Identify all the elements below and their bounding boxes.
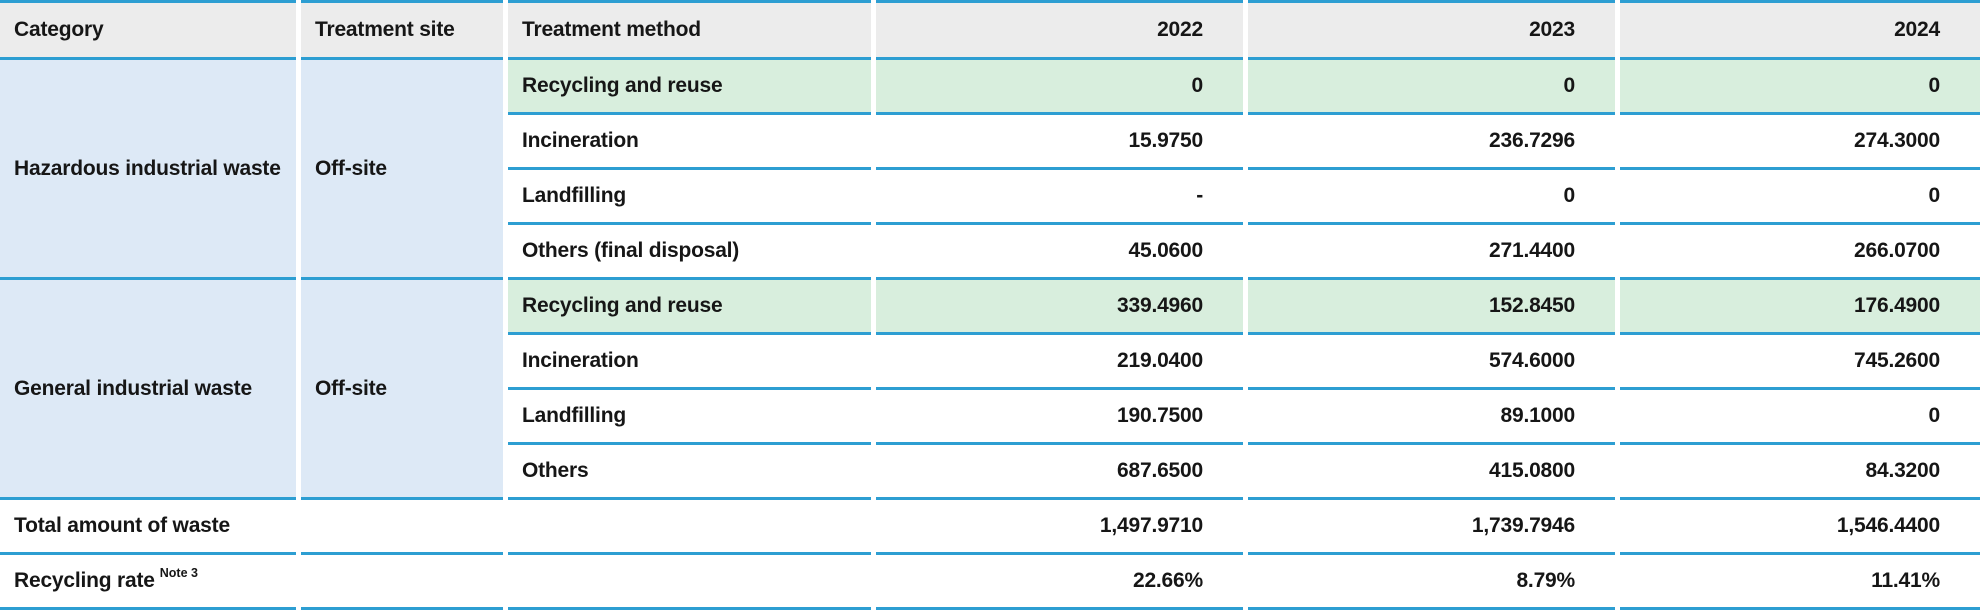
value-general-landfilling-2022: 190.7500 — [876, 390, 1243, 445]
total-label-cell: Total amount of waste — [0, 500, 296, 555]
value-hazardous-incineration-2024: 274.3000 — [1620, 115, 1980, 170]
value-hazardous-recycling-2024: 0 — [1620, 60, 1980, 115]
header-cell-2024: 2024 — [1620, 0, 1980, 60]
value-general-others-2023: 415.0800 — [1248, 445, 1615, 500]
header-cell-category: Category — [0, 0, 296, 60]
method-cell-hazardous-incineration: Incineration — [508, 115, 871, 170]
value-hazardous-landfilling-2022: - — [876, 170, 1243, 225]
recycling-rate-label-cell: Recycling rate Note 3 — [0, 555, 296, 610]
method-cell-hazardous-recycling: Recycling and reuse — [508, 60, 871, 115]
rate-empty-method-cell — [508, 555, 871, 610]
recycling-rate-2023: 8.79% — [1248, 555, 1615, 610]
value-general-recycling-2024: 176.4900 — [1620, 280, 1980, 335]
method-cell-general-recycling: Recycling and reuse — [508, 280, 871, 335]
site-cell-hazardous: Off-site — [301, 60, 503, 280]
value-general-landfilling-2024: 0 — [1620, 390, 1980, 445]
value-hazardous-incineration-2022: 15.9750 — [876, 115, 1243, 170]
total-value-2024: 1,546.4400 — [1620, 500, 1980, 555]
header-cell-2022: 2022 — [876, 0, 1243, 60]
value-general-landfilling-2023: 89.1000 — [1248, 390, 1615, 445]
total-empty-site-cell — [301, 500, 503, 555]
value-hazardous-landfilling-2023: 0 — [1248, 170, 1615, 225]
value-general-recycling-2023: 152.8450 — [1248, 280, 1615, 335]
value-hazardous-recycling-2023: 0 — [1248, 60, 1615, 115]
site-cell-general: Off-site — [301, 280, 503, 500]
value-general-recycling-2022: 339.4960 — [876, 280, 1243, 335]
category-cell-hazardous: Hazardous industrial waste — [0, 60, 296, 280]
value-hazardous-others-2024: 266.0700 — [1620, 225, 1980, 280]
recycling-rate-note-superscript: Note 3 — [159, 566, 198, 580]
value-general-others-2024: 84.3200 — [1620, 445, 1980, 500]
value-hazardous-landfilling-2024: 0 — [1620, 170, 1980, 225]
total-empty-method-cell — [508, 500, 871, 555]
value-hazardous-others-2022: 45.0600 — [876, 225, 1243, 280]
recycling-rate-2022: 22.66% — [876, 555, 1243, 610]
total-value-2023: 1,739.7946 — [1248, 500, 1615, 555]
header-cell-2023: 2023 — [1248, 0, 1615, 60]
method-cell-general-others: Others — [508, 445, 871, 500]
recycling-rate-2024: 11.41% — [1620, 555, 1980, 610]
rate-empty-site-cell — [301, 555, 503, 610]
value-hazardous-recycling-2022: 0 — [876, 60, 1243, 115]
value-general-incineration-2024: 745.2600 — [1620, 335, 1980, 390]
header-cell-treatment-method: Treatment method — [508, 0, 871, 60]
total-value-2022: 1,497.9710 — [876, 500, 1243, 555]
header-cell-treatment-site: Treatment site — [301, 0, 503, 60]
method-cell-hazardous-landfilling: Landfilling — [508, 170, 871, 225]
recycling-rate-label: Recycling rate — [14, 569, 155, 592]
value-hazardous-others-2023: 271.4400 — [1248, 225, 1615, 280]
value-general-incineration-2023: 574.6000 — [1248, 335, 1615, 390]
value-general-others-2022: 687.6500 — [876, 445, 1243, 500]
method-cell-general-landfilling: Landfilling — [508, 390, 871, 445]
category-cell-general: General industrial waste — [0, 280, 296, 500]
method-cell-hazardous-others: Others (final disposal) — [508, 225, 871, 280]
value-hazardous-incineration-2023: 236.7296 — [1248, 115, 1615, 170]
value-general-incineration-2022: 219.0400 — [876, 335, 1243, 390]
method-cell-general-incineration: Incineration — [508, 335, 871, 390]
